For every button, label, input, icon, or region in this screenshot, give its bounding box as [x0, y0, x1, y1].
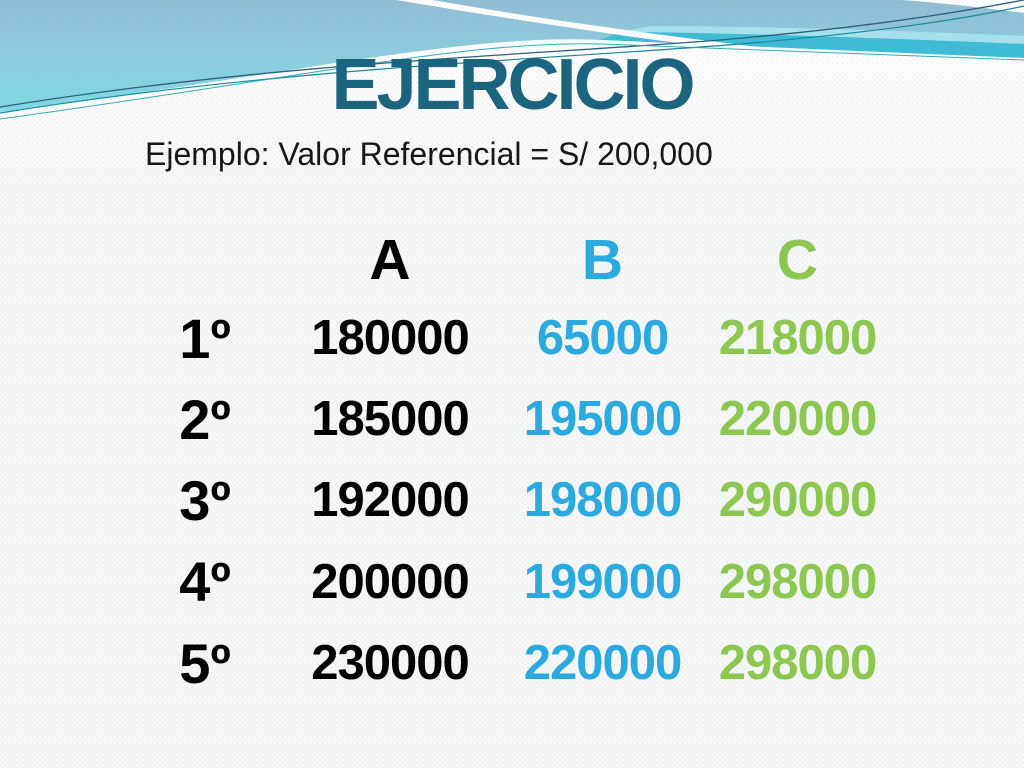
- value-b: 195000: [523, 392, 683, 446]
- value-a: 200000: [311, 554, 470, 609]
- value-a: 180000: [311, 311, 470, 365]
- value-a: 230000: [311, 636, 470, 690]
- header-wave-graphic: [0, 0, 1024, 200]
- value-a: 185000: [311, 392, 470, 446]
- thin-line-teal: [0, 5, 1024, 114]
- value-c: 298000: [718, 636, 878, 690]
- value-b: 199000: [523, 554, 683, 609]
- column-header-a: A: [369, 227, 411, 292]
- light-cyan-band: [620, 26, 1024, 44]
- value-c: 218000: [718, 311, 878, 365]
- row-label: 5º: [179, 631, 231, 695]
- row-label: 4º: [179, 550, 231, 613]
- slide-subtitle: Ejemplo: Valor Referencial = S/ 200,000: [145, 136, 713, 172]
- white-wave-shape: [0, 39, 1024, 200]
- thin-line-wave-edge: [0, 43, 1024, 120]
- row-label: 3º: [179, 468, 231, 532]
- corner-spacer: [150, 222, 260, 298]
- values-table: A B C 1º 180000 65000 218000 2º 185000 1…: [150, 222, 910, 704]
- value-c: 220000: [718, 392, 878, 446]
- value-a: 192000: [311, 473, 470, 527]
- accent-cyan-band: [600, 32, 1024, 58]
- value-b: 220000: [523, 636, 683, 690]
- value-c: 290000: [718, 473, 878, 527]
- slide-title: EJERCICIO: [331, 45, 695, 125]
- corner-white-sliver: [902, 0, 1024, 13]
- value-b: 65000: [536, 311, 669, 365]
- value-c: 298000: [718, 554, 878, 609]
- row-label: 2º: [179, 387, 231, 451]
- white-stripe-shape: [396, 0, 855, 58]
- column-header-b: B: [581, 227, 624, 292]
- row-label: 1º: [179, 306, 231, 370]
- column-header-c: C: [776, 227, 819, 292]
- value-b: 198000: [523, 473, 683, 527]
